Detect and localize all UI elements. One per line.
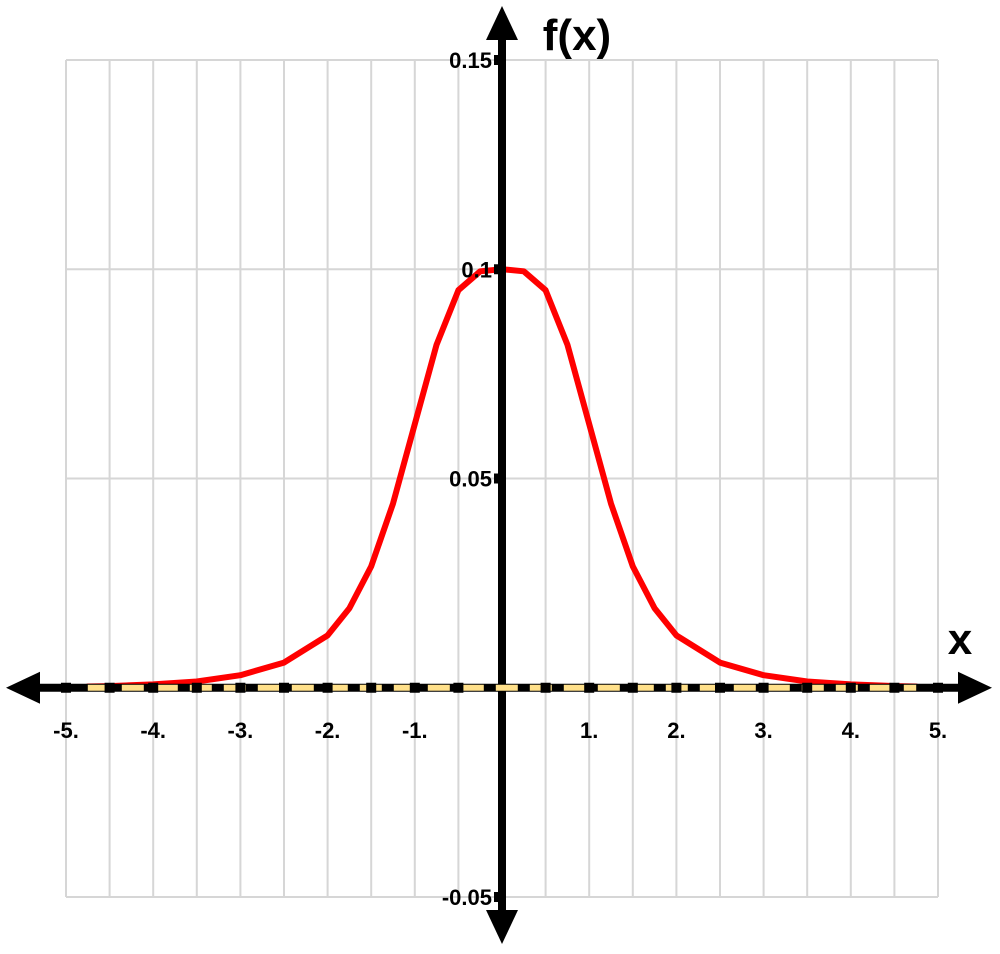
x-axis-arrow-left	[6, 671, 40, 704]
x-axis-title: x	[948, 615, 973, 664]
x-tick-mark	[584, 682, 595, 693]
x-tick-mark	[627, 682, 638, 693]
y-axis-arrow-down	[486, 910, 518, 944]
x-tick-label: -4.	[140, 718, 166, 743]
x-tick-mark	[322, 682, 333, 693]
x-tick-mark	[104, 682, 115, 693]
x-tick-mark	[889, 682, 900, 693]
x-tick-label: -1.	[402, 718, 428, 743]
x-tick-label: 4.	[842, 718, 860, 743]
x-tick-label: -2.	[315, 718, 341, 743]
x-tick-mark	[61, 682, 71, 693]
x-axis-arrow-right	[958, 671, 992, 704]
x-tick-mark	[148, 682, 159, 693]
y-tick-mark	[494, 264, 502, 275]
x-tick-label: 5.	[929, 718, 947, 743]
x-tick-mark	[279, 682, 289, 693]
ticks: -5. -4. -3. -2. -1. 1. 2. 3. 4. 5. 0.15 0.1 0.05 -0.0…	[53, 48, 947, 910]
x-tick-label: -3.	[228, 718, 254, 743]
x-tick-mark	[933, 682, 943, 693]
y-tick-mark	[494, 892, 502, 902]
x-tick-label: 1.	[580, 718, 598, 743]
x-tick-mark	[453, 682, 464, 693]
y-tick-mark	[494, 473, 502, 484]
x-tick-mark	[715, 682, 725, 693]
x-tick-mark	[671, 682, 682, 693]
y-tick-label: 0.15	[449, 48, 492, 73]
y-tick-mark	[494, 55, 502, 65]
y-tick-label: 0.1	[461, 257, 492, 282]
y-axis-title: f(x)	[543, 11, 611, 60]
x-tick-mark	[540, 682, 551, 693]
x-tick-label: -5.	[53, 718, 79, 743]
y-tick-label: 0.05	[449, 467, 492, 492]
x-tick-mark	[802, 682, 813, 693]
y-tick-label: -0.05	[442, 885, 492, 910]
x-tick-label: 2.	[667, 718, 685, 743]
x-tick-mark	[409, 682, 420, 693]
x-tick-mark	[758, 682, 769, 693]
x-tick-mark	[235, 682, 246, 693]
x-tick-label: 3.	[754, 718, 772, 743]
y-axis-arrow-up	[486, 6, 518, 40]
x-tick-mark	[845, 682, 856, 693]
x-tick-mark	[366, 682, 377, 693]
x-tick-mark	[191, 682, 202, 693]
